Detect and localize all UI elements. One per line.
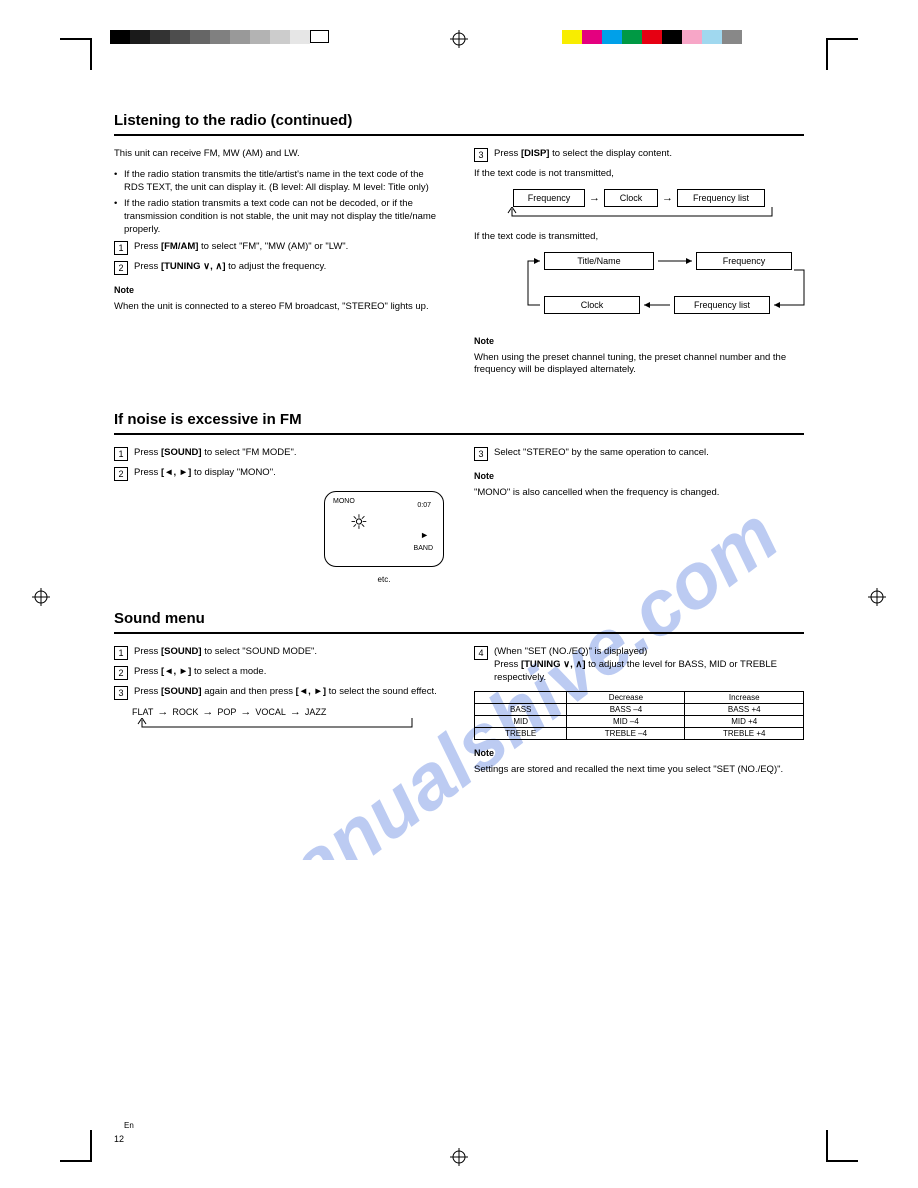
table-row: BASS BASS –4 BASS +4 <box>475 703 804 715</box>
table-row: TREBLE TREBLE –4 TREBLE +4 <box>475 727 804 739</box>
arrow-right-icon: → <box>198 706 217 718</box>
brightness-icon: ☼ <box>351 510 367 536</box>
section-sound-menu: Sound menu 1 Press [SOUND] to select "SO… <box>114 610 804 784</box>
cropmark-tr <box>814 30 858 74</box>
arrow-right-icon: → <box>236 706 255 718</box>
arrow-right-icon: → <box>153 706 172 718</box>
arrow-right-icon: → <box>585 192 604 204</box>
return-arrow-icon <box>132 718 432 736</box>
cropmark-br <box>814 1126 858 1170</box>
step-4: 4 (When "SET (NO./EQ)" is displayed) Pre… <box>474 646 804 684</box>
note-label: Note <box>114 285 444 295</box>
step-1: 1 Press [FM/AM] to select "FM", "MW (AM)… <box>114 241 444 255</box>
note-text: When using the preset channel tuning, th… <box>474 352 804 378</box>
step-3: 3 Select "STEREO" by the same operation … <box>474 447 804 461</box>
bullet-item: •If the radio station transmits the titl… <box>114 169 444 195</box>
return-arrow-icon <box>474 207 794 225</box>
table-row: Decrease Increase <box>475 691 804 703</box>
sound-mode-flow: FLAT→ ROCK→ POP→ VOCAL→ JAZZ <box>132 706 444 736</box>
eq-table: Decrease Increase BASS BASS –4 BASS +4 M… <box>474 691 804 740</box>
grayscale-color-bar <box>110 30 329 44</box>
section-title: Sound menu <box>114 610 804 634</box>
note-text: When the unit is connected to a stereo F… <box>114 301 444 314</box>
note-label: Note <box>474 336 804 346</box>
page-language: En <box>124 1121 134 1130</box>
cropmark-tl <box>60 30 104 74</box>
etc-label: etc. <box>324 575 444 584</box>
arrow-right-icon: → <box>658 192 677 204</box>
note-text: "MONO" is also cancelled when the freque… <box>474 487 804 500</box>
table-row: MID MID –4 MID +4 <box>475 715 804 727</box>
step-1: 1 Press [SOUND] to select "SOUND MODE". <box>114 646 444 660</box>
cropmark-bl <box>60 1126 104 1170</box>
note-label: Note <box>474 471 804 481</box>
registration-mark-top <box>450 30 468 48</box>
flow-b-diagram: Title/Name Frequency Frequency list Cloc… <box>474 252 804 326</box>
section-title: If noise is excessive in FM <box>114 411 804 435</box>
step-2: 2 Press [◄, ►] to display "MONO". <box>114 467 444 481</box>
cmyk-color-bar <box>562 30 742 44</box>
flow-a-label: If the text code is not transmitted, <box>474 168 804 181</box>
step-2: 2 Press [TUNING ∨, ∧] to adjust the freq… <box>114 261 444 275</box>
note-text: Settings are stored and recalled the nex… <box>474 764 804 777</box>
step-1: 1 Press [SOUND] to select "FM MODE". <box>114 447 444 461</box>
flow-b-label: If the text code is transmitted, <box>474 231 804 244</box>
step-2: 2 Press [◄, ►] to select a mode. <box>114 666 444 680</box>
intro-text: This unit can receive FM, MW (AM) and LW… <box>114 148 444 161</box>
bullet-item: •If the radio station transmits a text c… <box>114 198 444 236</box>
section-fm-noise: If noise is excessive in FM 1 Press [SOU… <box>114 411 804 584</box>
step-3: 3 Press [DISP] to select the display con… <box>474 148 804 162</box>
play-icon: ► <box>420 530 429 540</box>
arrow-right-icon: → <box>286 706 305 718</box>
step-3: 3 Press [SOUND] again and then press [◄,… <box>114 686 444 700</box>
page-number: 12 <box>114 1134 124 1144</box>
section-title: Listening to the radio (continued) <box>114 112 804 136</box>
registration-mark-bottom <box>450 1148 468 1166</box>
registration-mark-right <box>868 588 886 606</box>
flow-a-diagram: Frequency → Clock → Frequency list <box>474 189 804 225</box>
display-mock: MONO ☼ 0:07 ► BAND <box>324 491 444 567</box>
section-radio: Listening to the radio (continued) This … <box>114 112 804 385</box>
registration-mark-left <box>32 588 50 606</box>
note-label: Note <box>474 748 804 758</box>
